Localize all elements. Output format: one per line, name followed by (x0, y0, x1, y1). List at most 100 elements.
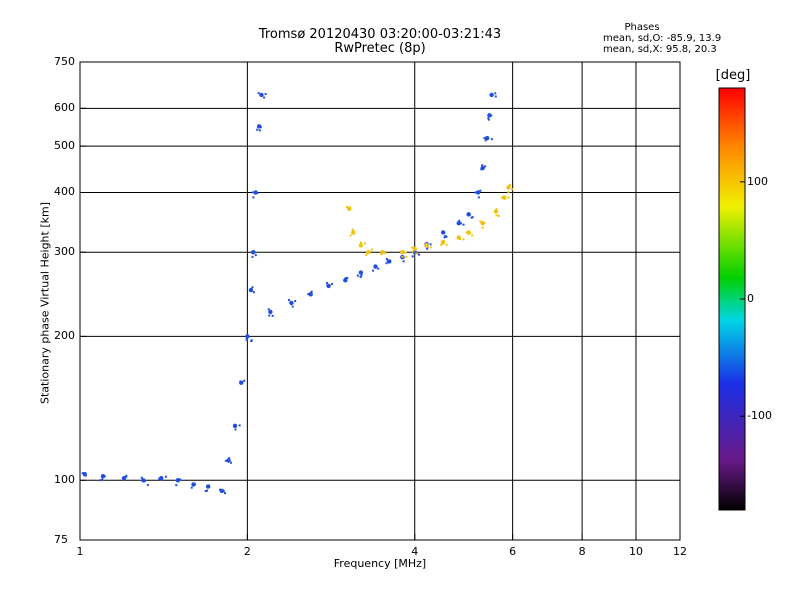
x-tick-label: 8 (578, 545, 586, 558)
x-tick-label: 4 (411, 545, 419, 558)
data-point (475, 190, 481, 195)
data-points (81, 92, 514, 495)
data-point (268, 309, 273, 315)
data-point (445, 235, 448, 238)
data-point (219, 488, 222, 491)
x-axis-label: Frequency [MHz] (333, 557, 427, 570)
data-point (81, 472, 84, 475)
data-point (365, 254, 368, 257)
data-point (251, 191, 254, 194)
data-point (204, 490, 207, 493)
data-point (508, 183, 511, 186)
chart-title: Tromsø 20120430 03:20:00-03:21:43 (258, 27, 502, 42)
data-point (481, 226, 484, 229)
data-point (445, 243, 448, 246)
data-point (479, 220, 482, 223)
data-point (465, 231, 468, 234)
data-point (440, 230, 446, 235)
data-point (377, 267, 380, 270)
data-point (257, 92, 260, 95)
data-point (495, 214, 498, 217)
data-point (310, 290, 313, 293)
data-point (494, 92, 497, 95)
data-point (258, 129, 261, 132)
data-point (259, 92, 264, 98)
data-point (352, 232, 355, 235)
data-point (325, 281, 328, 284)
data-point (140, 476, 143, 479)
data-point (256, 192, 259, 195)
data-point (288, 299, 291, 302)
stats-x-mode: mean, sd,X: 95.8, 20.3 (603, 44, 717, 55)
data-point (479, 189, 482, 192)
data-point (124, 476, 127, 479)
data-point (481, 164, 484, 167)
data-point (190, 486, 193, 489)
data-point (125, 475, 128, 478)
data-point (158, 477, 161, 480)
data-point (164, 475, 167, 478)
grid-lines (80, 62, 680, 540)
data-point (372, 269, 375, 272)
data-point (412, 246, 417, 251)
data-point (193, 483, 196, 486)
y-tick-label: 300 (54, 245, 75, 259)
data-point (143, 480, 146, 483)
data-point (345, 279, 348, 282)
data-point (101, 478, 104, 481)
data-point (346, 277, 349, 280)
colorbar-label: [deg] (715, 68, 751, 83)
data-point (444, 235, 447, 238)
data-point (490, 94, 493, 97)
data-point (459, 222, 462, 225)
data-point (243, 379, 246, 382)
data-point (256, 128, 259, 131)
data-point (462, 238, 465, 241)
data-point (368, 250, 371, 253)
y-tick-label: 100 (54, 473, 75, 487)
data-point (498, 214, 501, 217)
data-point (470, 216, 473, 219)
x-tick-label: 10 (628, 545, 643, 558)
data-point (404, 251, 407, 254)
data-point (344, 277, 347, 280)
data-point (484, 135, 490, 141)
data-point (411, 250, 414, 253)
data-point (462, 223, 465, 226)
data-point (268, 314, 271, 317)
data-point (425, 242, 428, 245)
data-point (240, 382, 243, 385)
data-point (471, 234, 474, 237)
data-point (440, 243, 443, 246)
data-point (245, 338, 248, 341)
data-point (441, 242, 444, 245)
data-point (84, 474, 87, 477)
data-point (349, 234, 352, 237)
data-point (330, 283, 333, 286)
data-point (175, 484, 178, 487)
y-tick-label: 500 (54, 139, 75, 153)
x-tick-label: 1 (76, 545, 84, 558)
data-point (358, 270, 364, 275)
data-point (249, 288, 252, 291)
data-point (263, 96, 266, 99)
data-point (385, 262, 388, 265)
data-point (480, 221, 485, 226)
data-point (254, 254, 257, 257)
data-point (259, 126, 262, 129)
data-point (468, 232, 471, 235)
data-point (294, 300, 297, 303)
plot-axes (79, 61, 681, 541)
data-point (511, 188, 514, 191)
colorbar-tick-label: 100 (747, 174, 768, 188)
data-point (402, 256, 405, 259)
y-tick-label: 75 (54, 533, 68, 546)
data-point (177, 478, 180, 481)
x-tick-label: 6 (509, 545, 517, 558)
data-point (234, 428, 237, 431)
data-point (480, 168, 483, 171)
data-point (146, 484, 149, 487)
data-point (411, 255, 414, 258)
data-point (507, 191, 510, 194)
